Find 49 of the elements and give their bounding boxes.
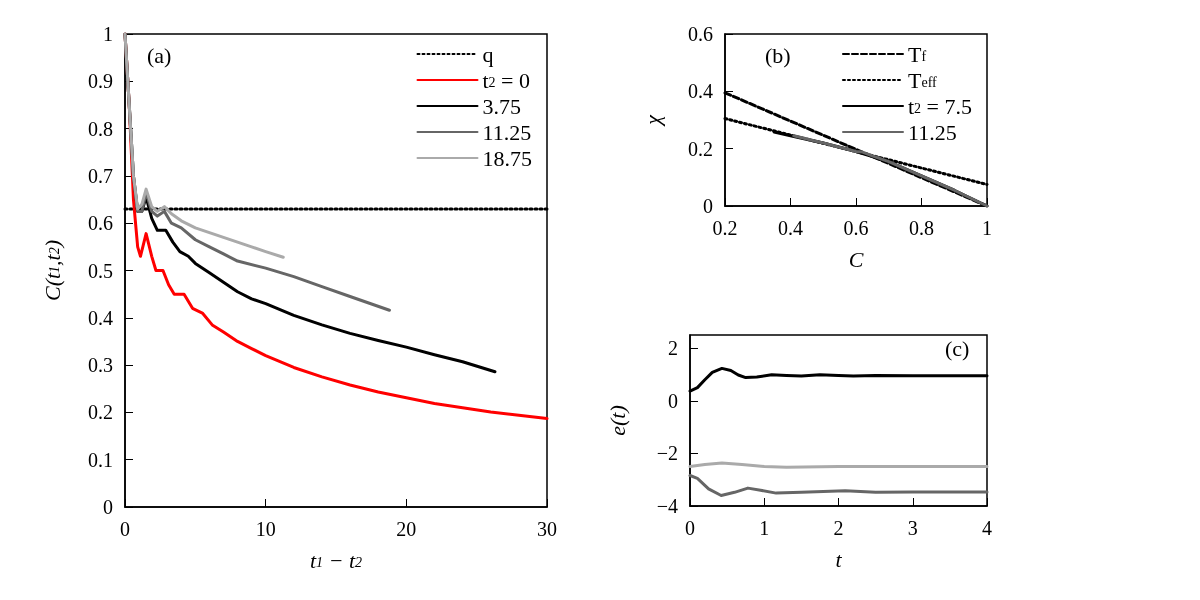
y-axis-title: C(t1,t2) <box>39 239 65 302</box>
x-tick-label: 20 <box>396 518 417 540</box>
x-tick-label: 0.4 <box>778 217 803 239</box>
x-tick-label: 0.8 <box>909 217 934 239</box>
y-tick-label: 0.2 <box>688 137 713 160</box>
y-tick-label: 0.6 <box>688 23 713 45</box>
y-tick-label: 0.7 <box>88 164 113 187</box>
x-tick-label: 3 <box>907 517 918 539</box>
y-tick-label: −2 <box>656 442 678 465</box>
x-tick-label: 2 <box>833 517 844 539</box>
x-axis-title: t1 − t2 <box>309 547 363 573</box>
legend-label: 3.75 <box>482 93 521 119</box>
x-axis-title: t <box>835 546 843 572</box>
y-tick-label: 0.4 <box>688 80 713 103</box>
annotation: (c) <box>945 335 970 361</box>
y-tick-label: 0.1 <box>88 448 113 471</box>
x-tick-label: 0 <box>120 518 130 540</box>
legend-label: Tf <box>907 41 927 67</box>
x-tick-label: 4 <box>982 517 992 539</box>
x-tick-label: 1 <box>759 517 770 539</box>
y-tick-label: 0 <box>103 496 113 518</box>
x-tick-label: 30 <box>537 518 557 540</box>
x-tick-label: 0.2 <box>712 217 738 239</box>
legend-label: 11.25 <box>482 119 532 145</box>
x-tick-label: 1 <box>982 217 992 239</box>
y-tick-label: 2 <box>668 337 678 360</box>
y-tick-label: 0.2 <box>88 401 113 424</box>
y-axis-title: χ <box>639 113 665 127</box>
legend-label: 11.25 <box>907 119 957 145</box>
y-tick-label: −4 <box>656 495 678 517</box>
x-tick-label: 0.6 <box>843 217 869 239</box>
y-tick-label: 0.5 <box>88 259 113 282</box>
annotation: (b) <box>765 42 791 68</box>
y-tick-label: 0.4 <box>88 306 113 329</box>
y-axis-title: e(t) <box>604 405 630 436</box>
y-tick-label: 0 <box>668 389 678 412</box>
legend-label: t2 = 0 <box>482 67 531 93</box>
y-tick-label: 0.3 <box>88 354 113 377</box>
y-tick-label: 0.8 <box>88 117 113 140</box>
annotation: (a) <box>147 42 172 68</box>
x-tick-label: 10 <box>255 518 276 540</box>
legend-label: q <box>482 41 494 67</box>
y-tick-label: 1 <box>103 23 113 45</box>
y-tick-label: 0 <box>703 195 713 217</box>
legend-label: t2 = 7.5 <box>907 93 973 119</box>
legend-label: Teff <box>907 67 938 93</box>
x-axis-title: C <box>848 246 864 272</box>
y-tick-label: 0.9 <box>88 70 113 93</box>
legend-label: 18.75 <box>482 145 532 171</box>
